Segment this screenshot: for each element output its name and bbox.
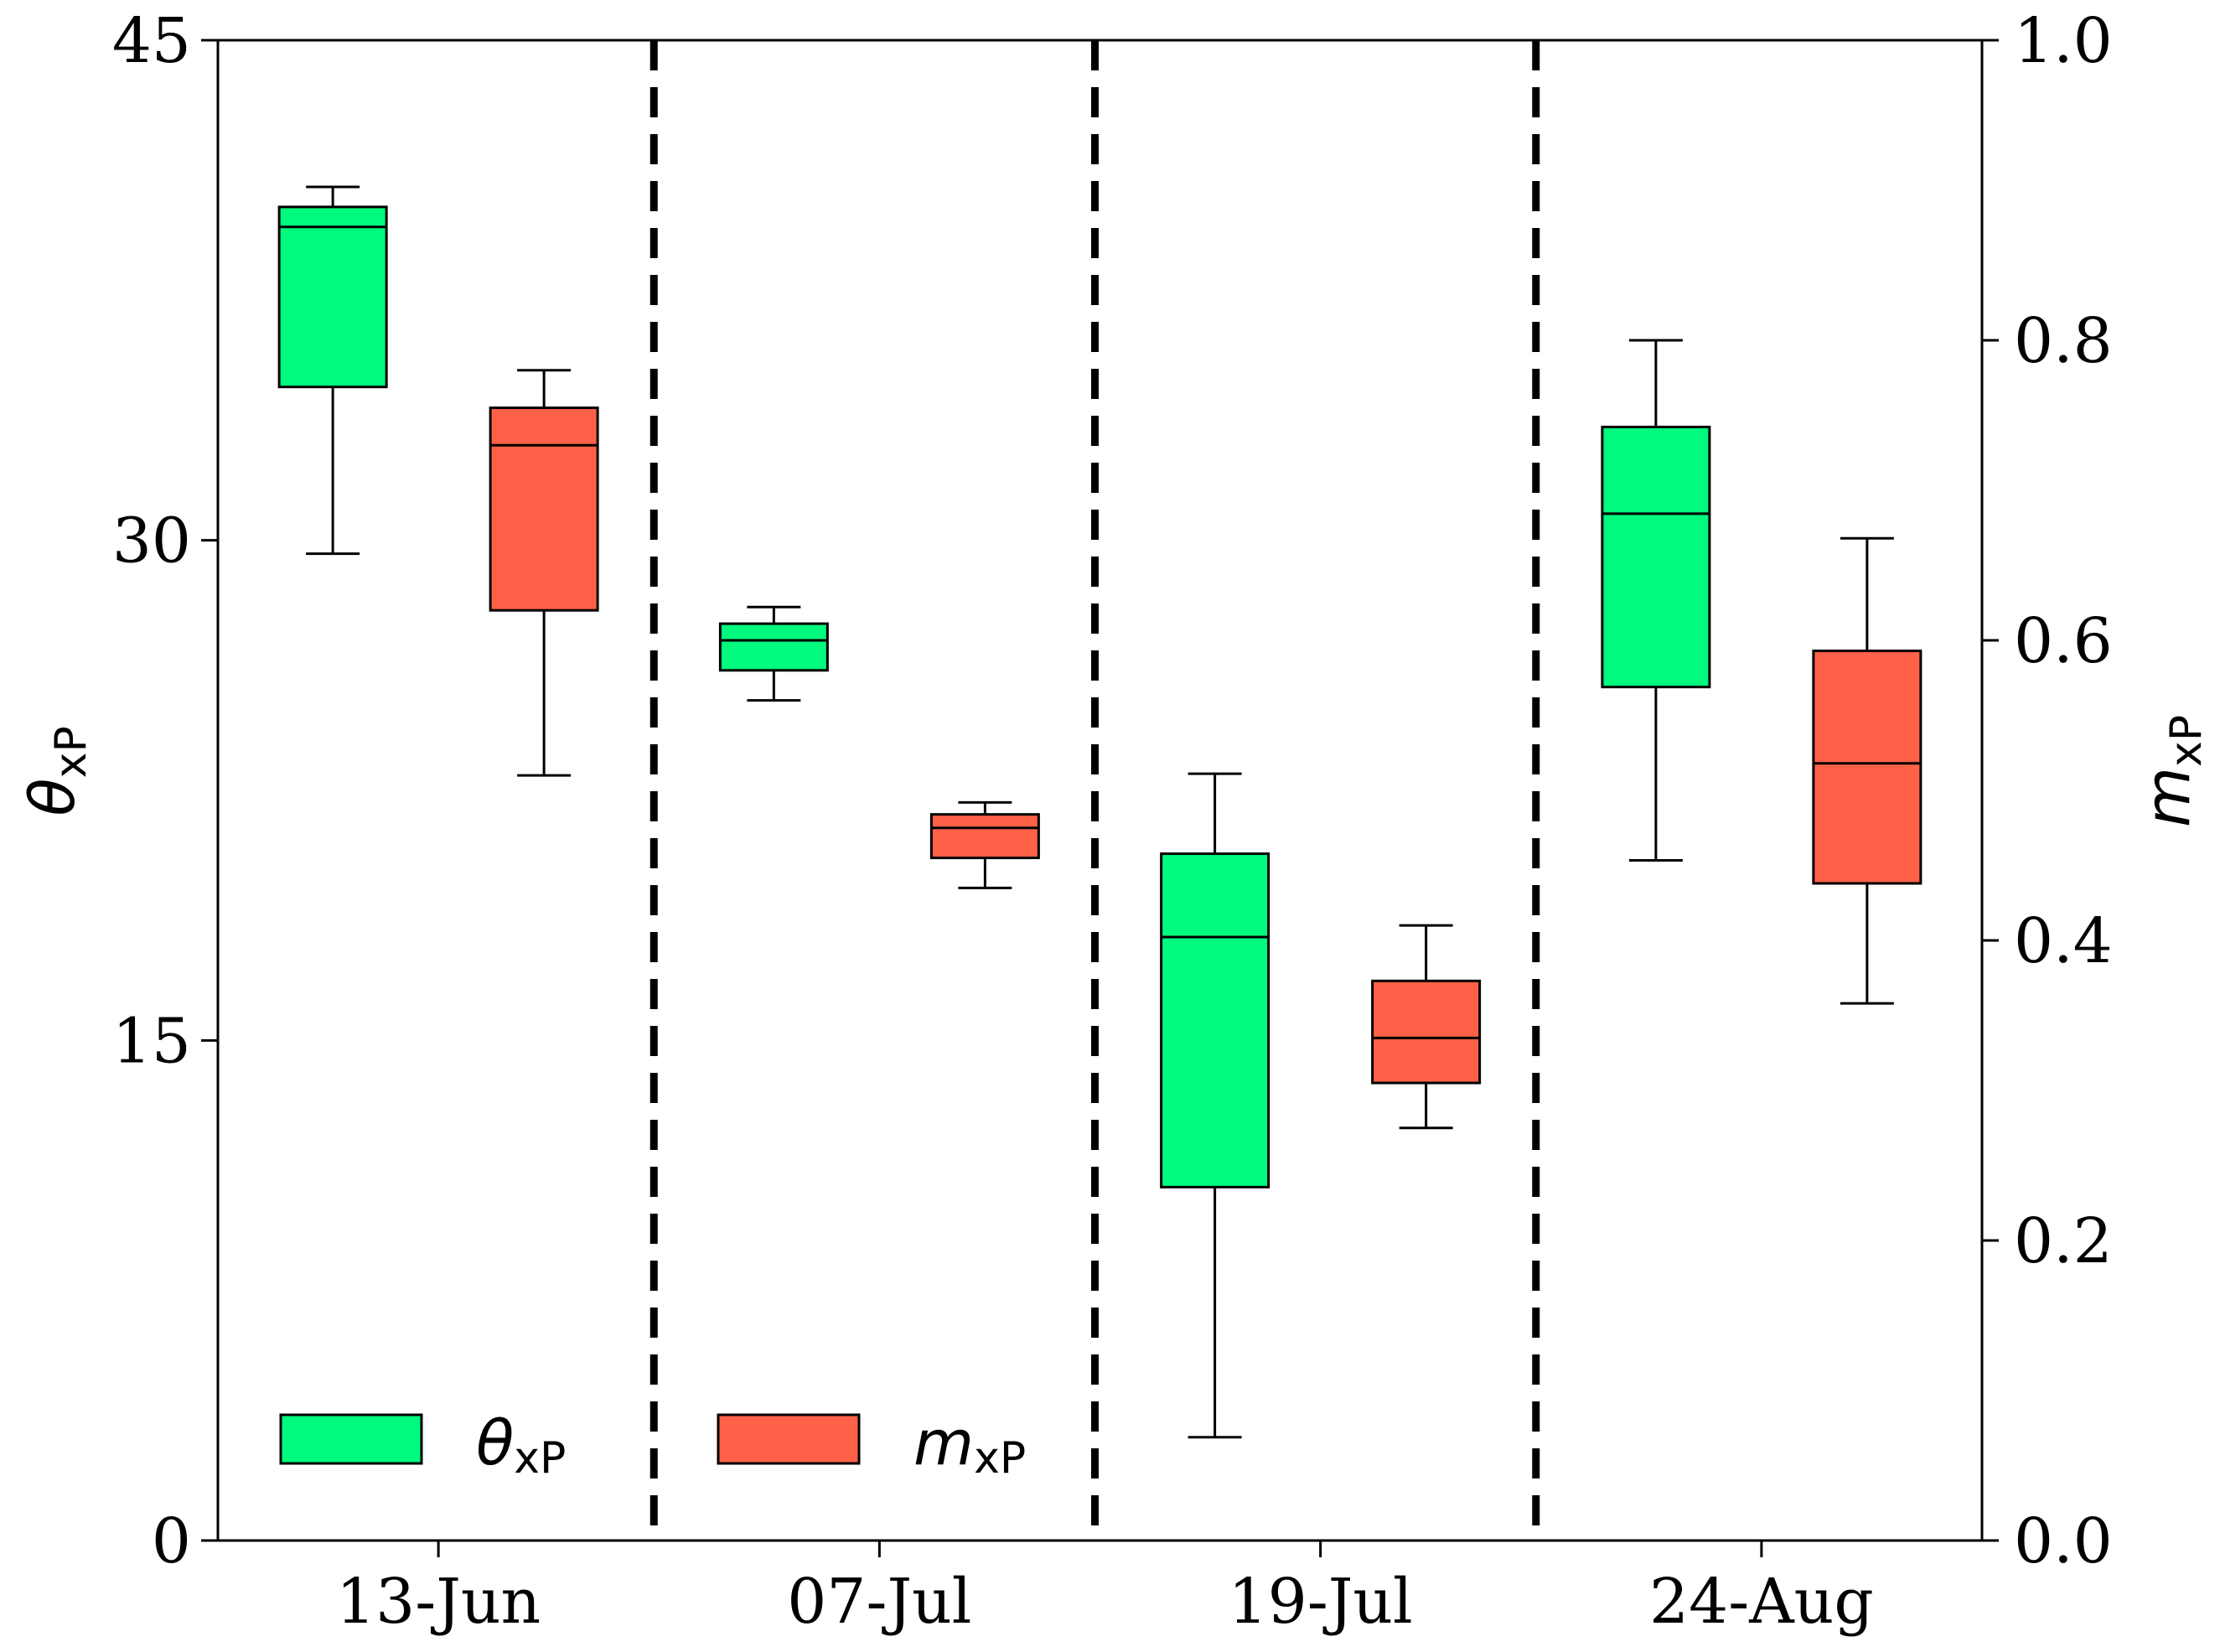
legend-label-m-sub: xP xyxy=(974,1433,1026,1484)
x-axis-tick-label: 13-Jun xyxy=(336,1566,541,1638)
left-axis-title-sub: xP xyxy=(46,726,96,778)
m-box-19-Jul xyxy=(1371,979,1482,1085)
right-axis-tick-label: 0.6 xyxy=(2014,605,2113,677)
legend-swatch-m xyxy=(717,1413,861,1465)
left-axis-title: θxP xyxy=(17,726,96,816)
right-axis-tick-label: 0.8 xyxy=(2014,305,2113,377)
left-axis-tick-label: 0 xyxy=(152,1505,191,1577)
x-axis-tick-label: 24-Aug xyxy=(1649,1566,1874,1638)
x-axis-tick-label: 19-Jul xyxy=(1229,1566,1413,1638)
theta-box-19-Jul xyxy=(1160,852,1270,1189)
right-axis-tick-label: 1.0 xyxy=(2014,5,2113,77)
legend-label-theta-sub: xP xyxy=(514,1433,566,1484)
legend-label-theta: θxP xyxy=(476,1407,566,1484)
theta-box-13-Jun xyxy=(277,205,388,389)
right-axis-tick-label: 0.0 xyxy=(2014,1505,2113,1577)
right-axis-title-symbol: m xyxy=(2132,767,2204,827)
theta-box-24-Aug xyxy=(1601,425,1711,689)
legend-label-theta-symbol: θ xyxy=(476,1407,514,1479)
m-box-07-Jul xyxy=(929,813,1040,860)
left-axis-tick-label: 15 xyxy=(112,1005,191,1077)
left-axis-tick-label: 45 xyxy=(112,5,191,77)
right-axis-tick-label: 0.4 xyxy=(2014,905,2113,977)
right-axis-title-sub: xP xyxy=(2161,715,2212,767)
plot-frame xyxy=(216,39,1984,1542)
legend-label-m-symbol: m xyxy=(913,1407,974,1479)
left-axis-title-symbol: θ xyxy=(17,778,89,816)
right-axis-title: mxP xyxy=(2132,715,2212,827)
m-box-13-Jun xyxy=(489,407,599,612)
legend-swatch-theta xyxy=(279,1413,423,1465)
x-axis-tick-label: 07-Jul xyxy=(787,1566,971,1638)
legend: θxP mxP xyxy=(279,1407,1026,1484)
legend-label-m: mxP xyxy=(913,1407,1026,1484)
theta-box-07-Jul xyxy=(718,622,829,672)
left-axis-tick-label: 30 xyxy=(112,505,191,577)
right-axis-tick-label: 0.2 xyxy=(2014,1205,2113,1277)
plot-layer: 0 15 30 45 0.0 0.2 0.4 0.6 0.8 1.0 13-Jun 07-Jul 19-… xyxy=(112,5,2113,1638)
m-box-24-Aug xyxy=(1812,650,1922,885)
